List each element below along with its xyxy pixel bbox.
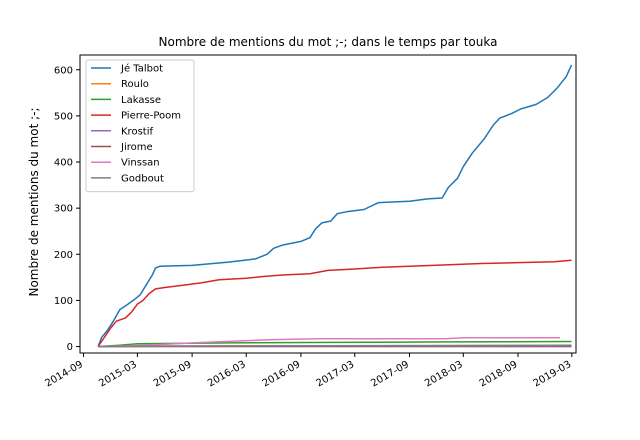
plot-area-frame [79, 54, 577, 354]
x-tick-label-8: 2018-09 [478, 359, 520, 389]
y-tick-label-3: 300 [54, 204, 73, 215]
y-axis-title: Nombre de mentions du mot ;-; [27, 107, 41, 296]
x-tick-label-9: 2019-03 [532, 359, 574, 389]
legend-label-5: Jirome [120, 142, 153, 153]
series-line-7 [98, 344, 572, 348]
legend-label-6: Vinssan [121, 158, 160, 169]
legend-label-1: Roulo [121, 79, 149, 90]
legend: Jé Talbot Roulo Lakasse Pierre-Poom Krostif J… [85, 59, 195, 193]
y-tick-label-4: 400 [54, 158, 73, 169]
x-tick-label-0: 2014-09 [43, 359, 85, 389]
x-tick-label-6: 2017-09 [369, 359, 411, 389]
series-line-3 [97, 259, 572, 347]
series-line-6 [98, 337, 560, 348]
y-tick-label-5: 500 [54, 111, 73, 122]
x-axis: 2014-09 2015-03 2015-09 2016-03 2016-09 2017-… [43, 353, 573, 390]
y-tick-label-2: 200 [54, 250, 73, 261]
y-axis: 0 100 200 300 400 500 600 [54, 65, 80, 353]
legend-box [85, 59, 195, 193]
series-line-0 [97, 64, 573, 347]
x-tick-label-5: 2017-03 [315, 359, 357, 389]
y-tick-label-1: 100 [54, 296, 73, 307]
legend-label-3: Pierre-Poom [121, 111, 181, 122]
y-tick-label-0: 0 [67, 342, 73, 353]
x-tick-label-2: 2015-09 [152, 359, 194, 389]
legend-label-0: Jé Talbot [120, 63, 163, 75]
x-tick-label-1: 2015-03 [97, 359, 139, 389]
legend-label-4: Krostif [121, 126, 153, 137]
x-tick-label-4: 2016-09 [261, 359, 303, 389]
y-tick-label-6: 600 [54, 65, 73, 76]
legend-label-2: Lakasse [121, 95, 161, 106]
legend-label-7: Godbout [121, 173, 164, 184]
x-tick-label-3: 2016-03 [206, 359, 248, 389]
x-tick-label-7: 2018-03 [423, 359, 465, 389]
chart-title: Nombre de mentions du mot ;-; dans le te… [159, 35, 498, 49]
series-layer [97, 64, 573, 348]
